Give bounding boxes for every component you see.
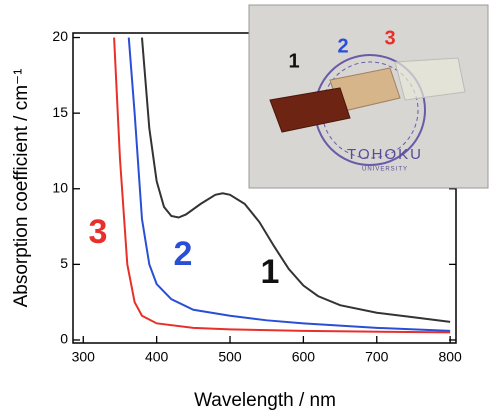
y-tick-label: 15 xyxy=(52,104,68,120)
inset-text: UNIVERSITY xyxy=(362,167,408,173)
x-tick-label: 800 xyxy=(438,349,462,365)
inset-text: TOHOKU xyxy=(347,146,423,163)
y-tick-label: 20 xyxy=(52,28,68,44)
inset-label: 1 xyxy=(288,50,299,72)
y-axis-label: Absorption coefficient / cm⁻¹ xyxy=(11,69,32,308)
glass-slide xyxy=(395,58,465,100)
series-label: 2 xyxy=(174,235,193,273)
chart: 3 2 1 1 2 3 TOHOKU UNIVERSITY Wavelength… xyxy=(0,0,494,413)
inset-label: 3 xyxy=(384,27,395,49)
inset-label: 2 xyxy=(337,35,348,57)
series-label: 1 xyxy=(261,253,280,291)
series-label: 3 xyxy=(89,213,108,251)
y-tick-label: 10 xyxy=(52,179,68,195)
x-tick-label: 400 xyxy=(145,349,169,365)
y-tick-label: 0 xyxy=(60,331,68,347)
x-tick-label: 700 xyxy=(365,349,389,365)
x-tick-label: 300 xyxy=(72,349,96,365)
y-tick-label: 5 xyxy=(60,255,68,271)
x-tick-label: 500 xyxy=(218,349,242,365)
x-tick-label: 600 xyxy=(292,349,316,365)
x-axis-label: Wavelength / nm xyxy=(194,390,336,411)
